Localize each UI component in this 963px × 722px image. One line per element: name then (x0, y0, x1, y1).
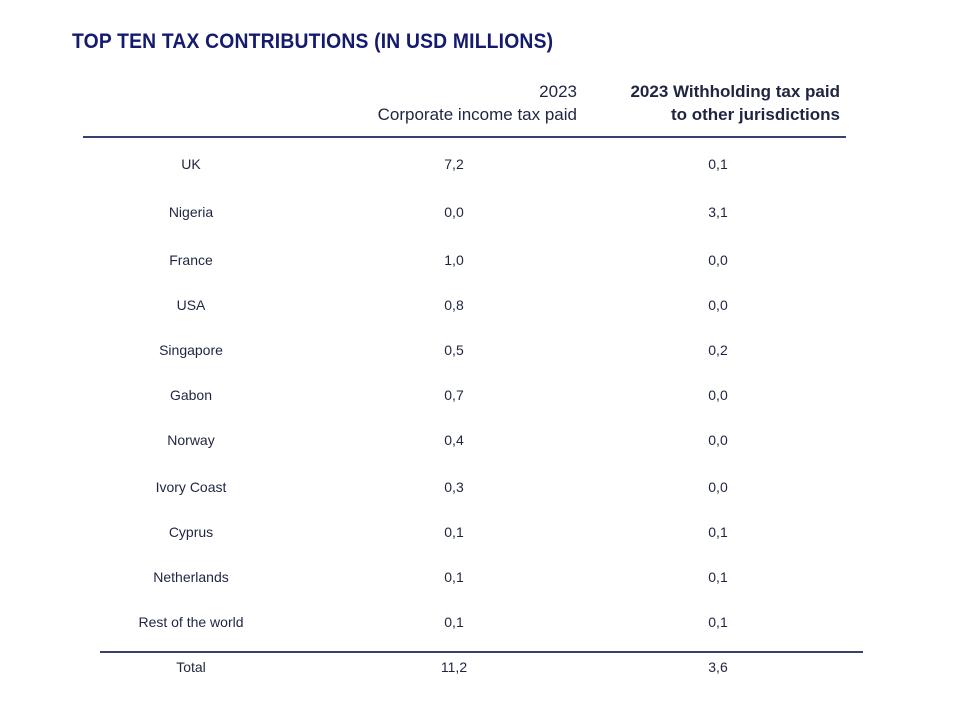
cit-cell: 0,7 (444, 387, 464, 403)
table-row: Ivory Coast 0,3 0,0 (0, 477, 963, 497)
table-row: Cyprus 0,1 0,1 (0, 522, 963, 542)
wht-cell: 0,2 (708, 342, 728, 358)
cit-cell: 0,4 (444, 432, 464, 448)
wht-cell: 0,0 (708, 387, 728, 403)
total-wht-cell: 3,6 (708, 659, 728, 675)
country-cell: Singapore (159, 342, 223, 358)
country-cell: Nigeria (168, 204, 214, 220)
table-row: France 1,0 0,0 (0, 250, 963, 270)
header-label: Corporate income tax paid (377, 105, 577, 124)
table-row: UK 7,2 0,1 (0, 154, 963, 174)
wht-cell: 0,1 (708, 614, 728, 630)
header-divider (83, 136, 846, 138)
total-cit-cell: 11,2 (440, 659, 468, 675)
header-label: 2023 Withholding tax paid (630, 82, 840, 101)
wht-cell: 0,1 (708, 569, 728, 585)
header-corporate-income-tax: 2023 Corporate income tax paid (378, 80, 577, 126)
cit-cell: 0,1 (444, 614, 464, 630)
table-row: USA 0,8 0,0 (0, 295, 963, 315)
page-title: TOP TEN TAX CONTRIBUTIONS (IN USD MILLIO… (72, 30, 554, 53)
cit-cell: 0,1 (444, 524, 464, 540)
cit-cell: 0,0 (444, 204, 464, 220)
cit-cell: 0,8 (444, 297, 464, 313)
wht-cell: 3,1 (708, 204, 728, 220)
table-row: Norway 0,4 0,0 (0, 430, 963, 450)
cit-cell: 1,0 (444, 252, 464, 268)
country-cell: Rest of the world (138, 614, 244, 630)
wht-cell: 0,0 (708, 297, 728, 313)
total-label: Total (176, 659, 206, 675)
table-row: Nigeria 0,0 3,1 (0, 202, 963, 222)
cit-cell: 0,3 (444, 479, 464, 495)
country-cell: Ivory Coast (155, 479, 227, 495)
country-cell: Gabon (169, 387, 213, 403)
cit-cell: 0,1 (444, 569, 464, 585)
country-cell: Cyprus (168, 524, 214, 540)
total-divider (100, 651, 863, 653)
country-cell: UK (181, 156, 201, 172)
country-cell: Netherlands (153, 569, 229, 585)
wht-cell: 0,0 (708, 252, 728, 268)
table-row: Netherlands 0,1 0,1 (0, 567, 963, 587)
country-cell: USA (176, 297, 206, 313)
header-year: 2023 (539, 82, 577, 101)
header-withholding-tax: 2023 Withholding tax paid to other juris… (630, 80, 840, 126)
wht-cell: 0,0 (708, 479, 728, 495)
wht-cell: 0,0 (708, 432, 728, 448)
header-label: to other jurisdictions (670, 105, 840, 124)
cit-cell: 0,5 (444, 342, 464, 358)
wht-cell: 0,1 (708, 524, 728, 540)
table-row: Gabon 0,7 0,0 (0, 385, 963, 405)
table-row: Singapore 0,5 0,2 (0, 340, 963, 360)
total-row: Total 11,2 3,6 (0, 657, 963, 677)
wht-cell: 0,1 (708, 156, 728, 172)
country-cell: France (169, 252, 213, 268)
cit-cell: 7,2 (444, 156, 464, 172)
table-row: Rest of the world 0,1 0,1 (0, 612, 963, 632)
country-cell: Norway (167, 432, 215, 448)
